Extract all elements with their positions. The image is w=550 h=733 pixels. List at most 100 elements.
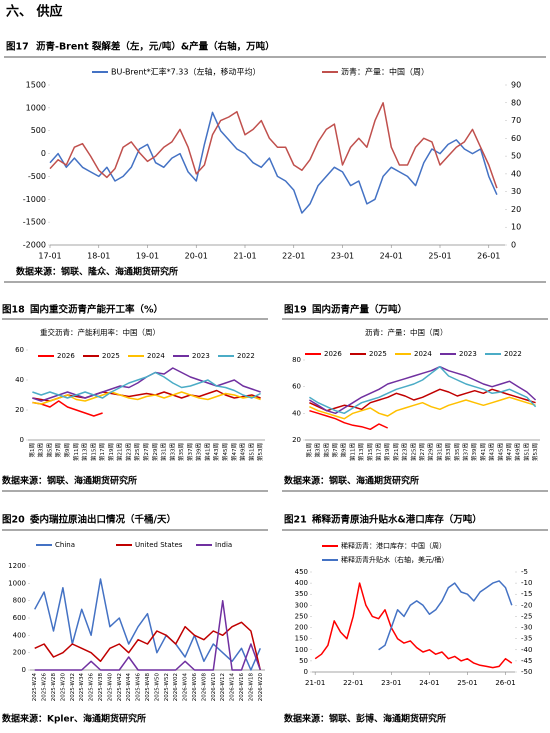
y2-tick-label: 0 <box>511 241 516 250</box>
x-tick-label: 22-01 <box>343 679 363 687</box>
y2-tick-label: -15 <box>521 590 532 598</box>
y-tick-label: 250 <box>295 612 308 620</box>
x-tick-label: 第39周 <box>195 443 203 461</box>
legend-label: China <box>55 541 75 549</box>
y2-tick-label: 80 <box>511 98 521 107</box>
x-tick-label: 第35周 <box>177 443 185 461</box>
x-tick-label: 第37周 <box>462 443 470 461</box>
x-tick-label: 第51周 <box>247 443 255 461</box>
y2-tick-label: -35 <box>521 635 532 643</box>
y-tick-label: 1000 <box>8 579 26 587</box>
series-line <box>32 371 261 399</box>
y2-tick-label: -20 <box>521 601 532 609</box>
legend-label: 2023 <box>192 352 210 360</box>
series-line <box>309 365 537 415</box>
legend-label: 稀释沥青：港口库存：中国（周） <box>341 541 446 550</box>
x-tick-label: 第13周 <box>357 443 365 461</box>
x-tick-label: 2025-W26 <box>42 673 48 702</box>
x-tick-label: 第27周 <box>142 443 150 461</box>
figure-title: 稀释沥青原油升贴水&港口库存（万吨） <box>312 514 482 526</box>
figure-label: 图21 <box>284 515 307 526</box>
y-tick-label: -1000 <box>23 195 46 204</box>
x-tick-label: 第29周 <box>427 443 435 461</box>
x-tick-label: 第53周 <box>256 443 264 461</box>
x-tick-label: 26-01 <box>477 252 500 261</box>
x-tick-label: 第17周 <box>374 443 382 461</box>
x-tick-label: 21-01 <box>305 679 325 687</box>
legend-label: United States <box>135 541 183 549</box>
x-tick-label: 第45周 <box>496 443 504 461</box>
x-tick-label: 第21周 <box>392 443 400 461</box>
y-tick-label: 20 <box>15 406 24 414</box>
series-line <box>309 396 536 420</box>
y-tick-label: 0 <box>20 436 24 444</box>
x-tick-label: 第41周 <box>479 443 487 461</box>
legend-label: 稀释沥青升贴水（右轴，美元/桶） <box>341 555 448 564</box>
y2-tick-label: 50 <box>511 152 521 161</box>
x-tick-label: 2025-W28 <box>51 673 57 702</box>
legend-label: 2026 <box>324 350 342 358</box>
x-tick-label: 第35周 <box>453 443 461 461</box>
y2-tick-label: -30 <box>521 624 532 632</box>
x-tick-label: 第49周 <box>239 443 247 461</box>
y-tick-label: 400 <box>295 579 308 587</box>
x-tick-label: 2025-W48 <box>145 673 151 702</box>
y2-tick-label: 10 <box>511 223 521 232</box>
legend-label: BU-Brent*汇率*7.33（左轴，移动平均） <box>111 67 261 77</box>
y-tick-label: 400 <box>13 631 26 639</box>
x-tick-label: 第3周 <box>37 443 45 458</box>
x-tick-label: 第45周 <box>221 443 229 461</box>
legend-label: 2024 <box>147 352 165 360</box>
legend-label: 2025 <box>102 352 120 360</box>
y-tick-label: 1500 <box>26 81 46 90</box>
x-tick-label: 第23周 <box>124 443 132 461</box>
x-tick-label: 第39周 <box>470 443 478 461</box>
x-tick-label: 2025-W38 <box>98 673 104 702</box>
x-tick-label: 2025-W32 <box>70 673 76 701</box>
figure-title: 国内重交沥青产能开工率（%） <box>30 304 163 316</box>
x-tick-label: 第1周 <box>305 443 313 458</box>
x-tick-label: 第33周 <box>168 443 176 461</box>
legend-label: 2026 <box>57 352 75 360</box>
source: 数据来源：钢联、海通期货研究所 <box>284 475 419 487</box>
x-tick-label: 第5周 <box>322 443 330 458</box>
x-tick-label: 第15周 <box>366 443 374 461</box>
x-tick-label: 2025-W44 <box>126 673 132 702</box>
y-tick-label: 40 <box>15 376 24 384</box>
x-tick-label: 第51周 <box>522 443 530 461</box>
x-tick-label: 第23周 <box>401 443 409 461</box>
x-tick-label: 17-01 <box>38 252 61 261</box>
x-tick-label: 第49周 <box>514 443 522 461</box>
x-tick-label: 第43周 <box>212 443 220 461</box>
x-tick-label: 2026-W12 <box>220 673 226 701</box>
y2-tick-label: 20 <box>511 205 521 214</box>
x-tick-label: 2025-W36 <box>89 673 95 702</box>
x-tick-label: 第17周 <box>98 443 106 461</box>
x-tick-label: 25-01 <box>428 252 451 261</box>
x-tick-label: 2025-W42 <box>117 673 123 701</box>
chart-subtitle: 沥青：产量：中国（周） <box>365 327 448 337</box>
series-line <box>49 111 498 214</box>
y-tick-label: 350 <box>295 590 308 598</box>
figure-title: 委内瑞拉原油出口情况（千桶/天） <box>29 514 176 526</box>
x-tick-label: 2025-W24 <box>32 673 38 702</box>
x-tick-label: 21-01 <box>233 252 256 261</box>
x-tick-label: 第1周 <box>28 443 36 458</box>
x-tick-label: 22-01 <box>282 252 305 261</box>
series-line <box>314 582 513 669</box>
source: 数据来源：钢联、彭博、海通期货研究所 <box>284 713 446 725</box>
legend-label: 2024 <box>414 350 432 358</box>
x-tick-label: 2025-W40 <box>107 673 113 702</box>
x-tick-label: 第19周 <box>383 443 391 461</box>
x-tick-label: 24-01 <box>380 252 403 261</box>
series-line <box>378 580 513 651</box>
y-tick-label: 150 <box>295 635 308 643</box>
x-tick-label: 第7周 <box>54 443 62 458</box>
x-tick-label: 2025-W34 <box>79 673 85 702</box>
figure-label: 图18 <box>2 305 25 316</box>
x-tick-label: 2025-W46 <box>136 673 142 702</box>
y-tick-label: 500 <box>31 126 46 135</box>
figure-title: 国内沥青产量（万吨） <box>312 304 407 316</box>
y-tick-label: 20 <box>292 436 301 444</box>
y2-tick-label: -40 <box>521 646 532 654</box>
